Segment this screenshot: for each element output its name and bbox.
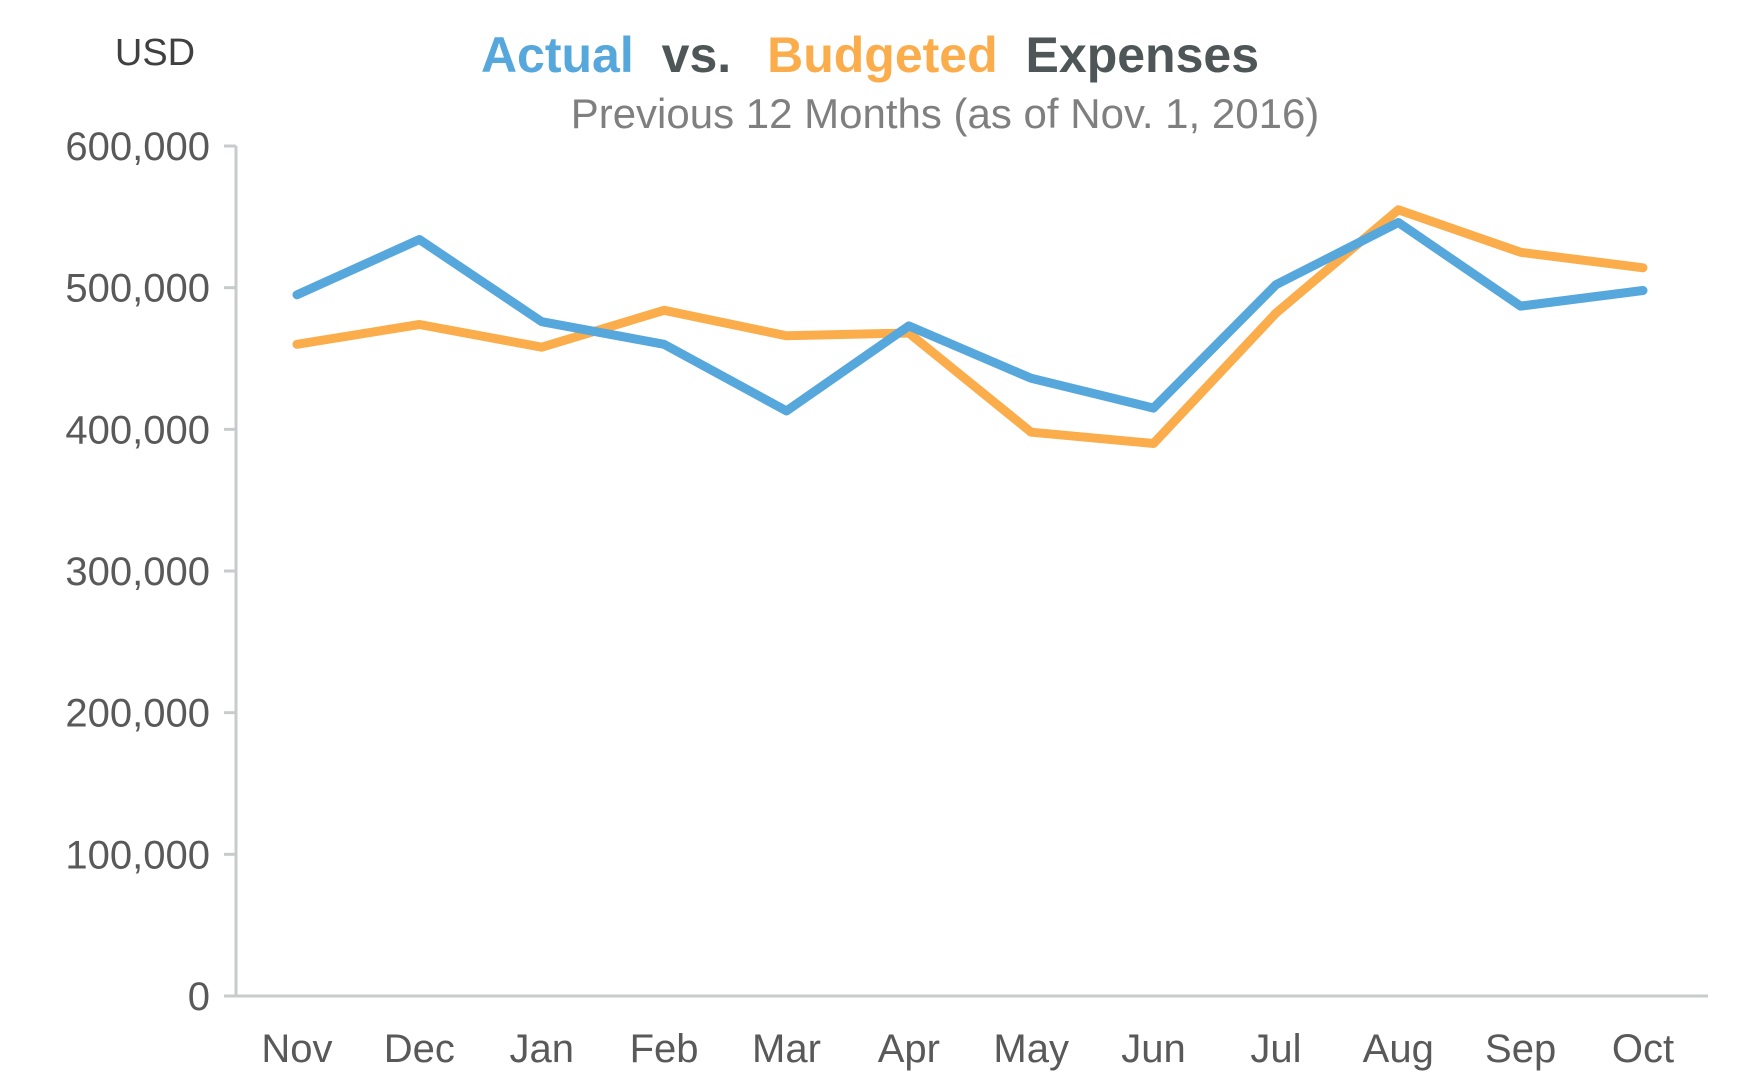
y-axis-unit-label: USD	[115, 32, 195, 74]
y-tick-label: 200,000	[65, 692, 210, 736]
x-tick-label: Jun	[1121, 1027, 1186, 1071]
x-tick-label: Mar	[752, 1027, 821, 1071]
x-tick-label: Nov	[261, 1027, 332, 1071]
title-actual: Actual	[481, 27, 634, 83]
x-tick-label: Apr	[878, 1027, 940, 1071]
series-line-actual	[292, 218, 1648, 416]
y-tick-label: 0	[188, 975, 210, 1019]
x-tick-label: Jan	[509, 1027, 574, 1071]
y-tick-label: 600,000	[65, 125, 210, 169]
title-expenses: Expenses	[1026, 27, 1259, 83]
x-tick-label: Jul	[1250, 1027, 1301, 1071]
y-tick-label: 400,000	[65, 408, 210, 452]
x-tick-label: May	[993, 1027, 1069, 1071]
x-tick-label: Aug	[1363, 1027, 1434, 1071]
x-tick-label: Oct	[1612, 1027, 1674, 1071]
x-axis-ticks: Nov Dec Jan Feb Mar Apr May Jun Jul Aug Sep Oct	[261, 1027, 1674, 1071]
y-tick-label: 300,000	[65, 550, 210, 594]
chart-title: Actual vs. Budgeted Expenses	[481, 27, 1259, 83]
title-vs: vs.	[662, 27, 732, 83]
chart-subtitle: Previous 12 Months (as of Nov. 1, 2016)	[571, 90, 1320, 137]
y-axis-ticks: 0 100,000 200,000 300,000 400,000 500,000 600,…	[65, 125, 236, 1019]
y-tick-label: 500,000	[65, 267, 210, 311]
x-tick-label: Dec	[384, 1027, 455, 1071]
series-line-budgeted	[292, 205, 1648, 448]
series-layer	[292, 205, 1648, 448]
x-tick-label: Feb	[630, 1027, 699, 1071]
title-budgeted: Budgeted	[767, 27, 998, 83]
x-tick-label: Sep	[1485, 1027, 1556, 1071]
y-tick-label: 100,000	[65, 833, 210, 877]
